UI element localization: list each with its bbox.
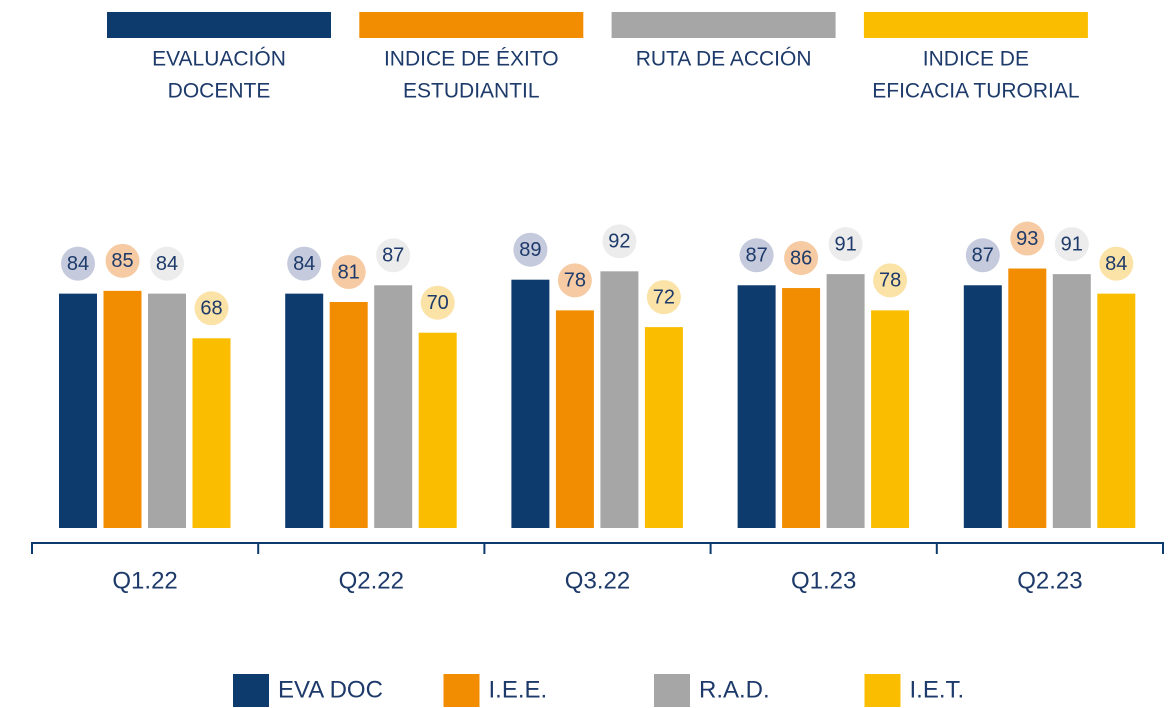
bar [1008, 268, 1047, 528]
value-label: 68 [200, 298, 222, 320]
bar [285, 293, 324, 528]
x-tick-label: Q1.22 [112, 567, 177, 594]
value-label-bg [513, 232, 548, 267]
value-label-bg [376, 238, 411, 273]
value-label-bg [646, 280, 681, 315]
value-label-bg [105, 243, 140, 278]
value-label: 87 [972, 245, 994, 267]
value-label: 87 [382, 245, 404, 267]
bar [103, 290, 142, 528]
legend-top-swatch [359, 12, 584, 38]
legend-swatch [443, 674, 480, 707]
legend-description: ESTUDIANTIL [403, 80, 540, 103]
value-label-bg [602, 224, 637, 259]
value-label-bg [420, 285, 455, 320]
x-tick-label: Q2.23 [1017, 567, 1082, 594]
value-label-bg [61, 246, 95, 281]
x-tick-label: Q3.22 [565, 567, 630, 594]
value-label-bg [873, 263, 908, 298]
legend-label: R.A.D. [699, 676, 770, 703]
value-label: 87 [745, 245, 767, 267]
bar [737, 285, 776, 528]
value-label: 78 [879, 270, 901, 292]
value-label: 78 [564, 270, 586, 292]
legend-swatch [654, 674, 690, 707]
value-label-bg [331, 255, 366, 290]
bar [59, 293, 97, 528]
value-label-bg [965, 238, 1000, 273]
bar [782, 288, 821, 528]
legend-description: RUTA DE ACCIÓN [636, 48, 812, 71]
legend-description: INDICE DE [923, 48, 1029, 71]
value-label-bg [1010, 221, 1045, 256]
value-label-bg [1099, 246, 1134, 281]
value-label: 89 [519, 239, 541, 261]
value-label-bg [828, 227, 863, 262]
value-label-bg [287, 246, 322, 281]
value-label: 91 [834, 233, 856, 255]
value-label: 85 [111, 250, 133, 272]
bar [644, 327, 683, 528]
bar [963, 285, 1002, 528]
value-label: 84 [1105, 253, 1127, 275]
legend-swatch [233, 674, 269, 707]
bar [148, 293, 186, 528]
legend-top-swatch [611, 12, 836, 38]
bar [1097, 293, 1136, 528]
legend-top-swatch [107, 12, 331, 38]
bar [826, 274, 865, 528]
value-label: 81 [338, 261, 360, 283]
x-tick-label: Q1.23 [791, 567, 856, 594]
value-label-bg [784, 241, 819, 276]
legend-label: I.E.T. [910, 676, 965, 703]
bar [871, 310, 910, 528]
value-label: 93 [1016, 228, 1038, 250]
legend-swatch [864, 674, 901, 707]
bar [555, 310, 594, 528]
bar [418, 332, 457, 528]
bar [329, 302, 368, 528]
value-label-bg [739, 238, 774, 273]
value-label-bg [194, 291, 229, 326]
bar [374, 285, 413, 528]
value-label: 84 [67, 253, 89, 275]
bar [192, 338, 231, 528]
bar [1052, 274, 1091, 528]
value-label: 86 [790, 247, 812, 269]
legend-description: DOCENTE [168, 80, 271, 103]
legend-label: I.E.E. [489, 676, 548, 703]
legend-top-swatch [863, 12, 1088, 38]
value-label: 84 [156, 253, 178, 275]
bar [511, 279, 550, 528]
x-tick-label: Q2.22 [339, 567, 404, 594]
value-label: 92 [608, 231, 630, 253]
value-label: 91 [1061, 233, 1083, 255]
value-label-bg [150, 246, 184, 281]
legend-description: EFICACIA TURORIAL [872, 80, 1079, 103]
legend-description: EVALUACIÓN [152, 48, 286, 71]
value-label-bg [557, 263, 592, 298]
legend-description: INDICE DE ÉXITO [384, 48, 559, 71]
bar [600, 271, 639, 528]
value-label: 70 [427, 292, 449, 314]
value-label: 72 [653, 286, 675, 308]
legend-label: EVA DOC [278, 676, 383, 703]
value-label-bg [1054, 227, 1089, 262]
value-label: 84 [293, 253, 315, 275]
